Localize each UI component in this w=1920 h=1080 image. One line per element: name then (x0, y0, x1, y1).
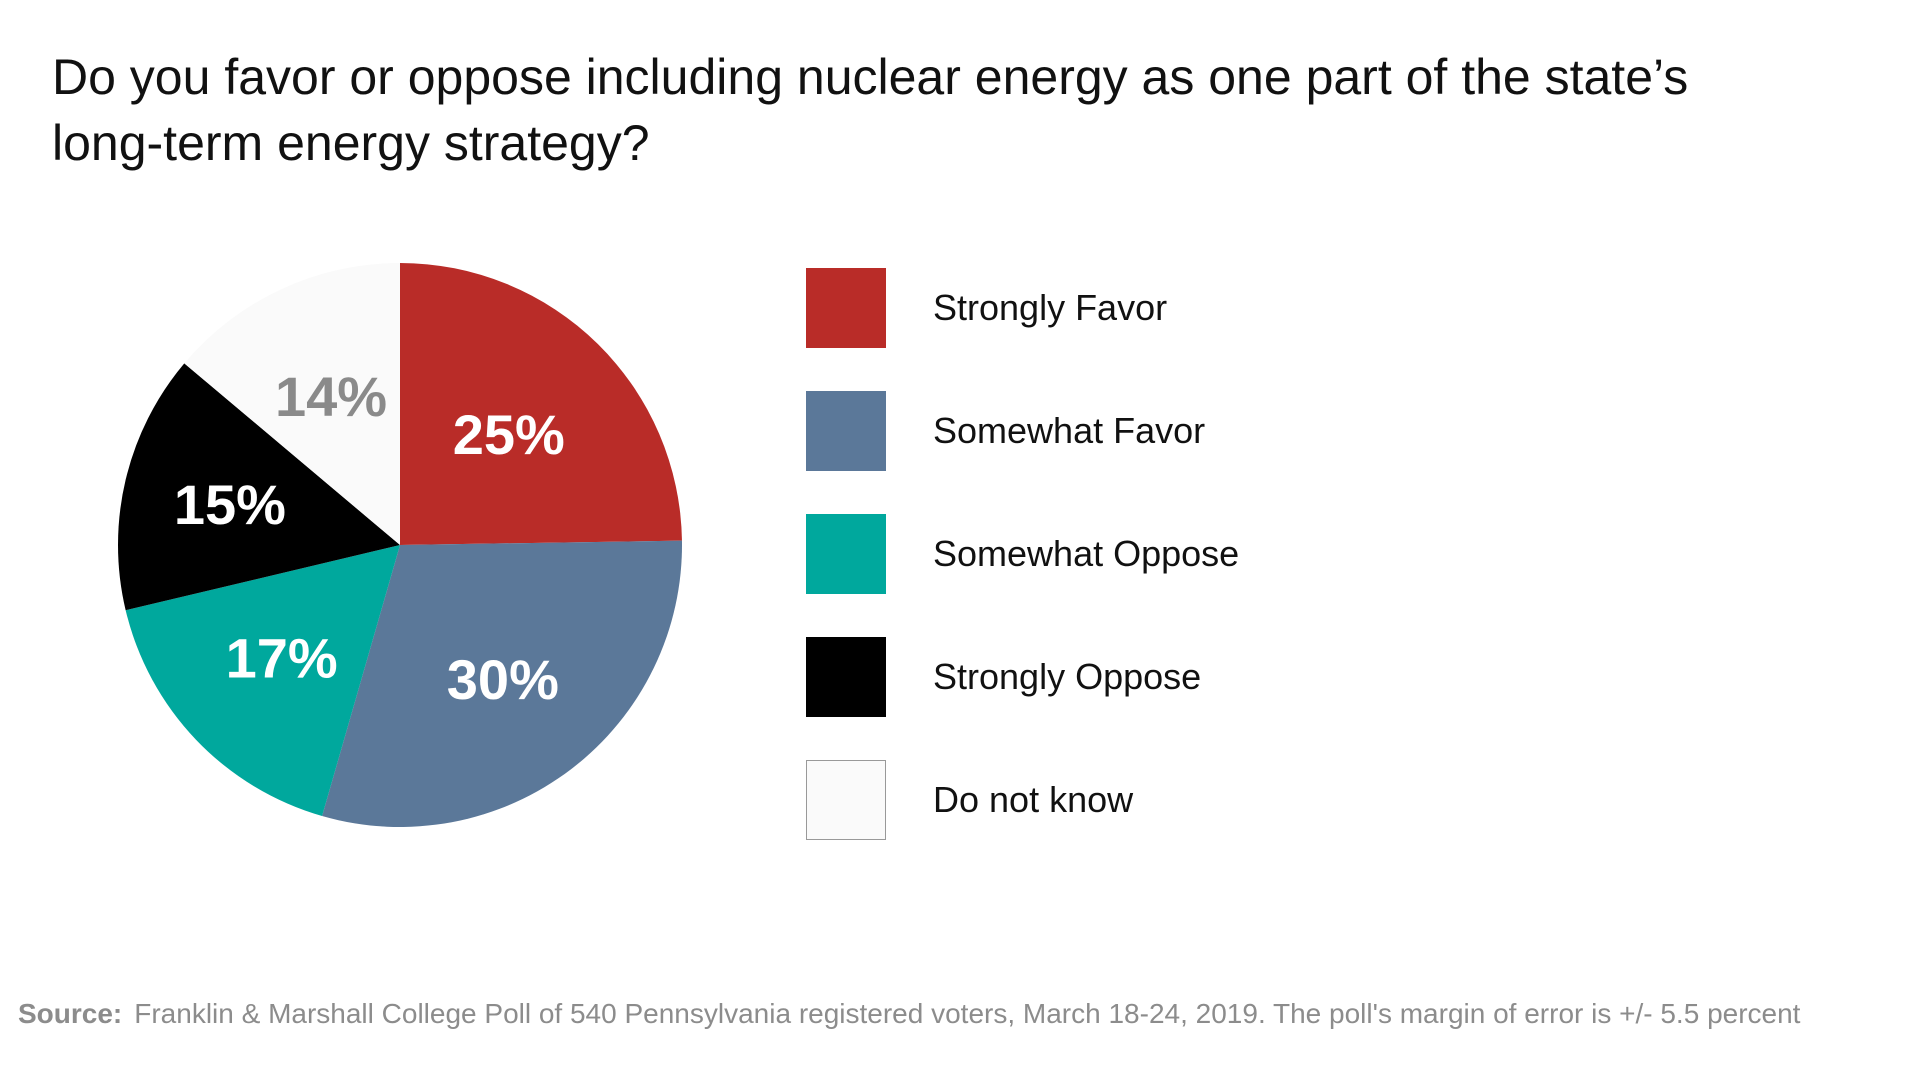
legend-swatch-do-not-know (806, 760, 886, 840)
legend-label-strongly-favor: Strongly Favor (933, 287, 1168, 328)
legend-item-strongly-favor: Strongly Favor (806, 268, 1506, 348)
source-note: Source: Franklin & Marshall College Poll … (18, 996, 1800, 1032)
legend-item-somewhat-favor: Somewhat Favor (806, 391, 1506, 471)
pie-label-do-not-know: 14% (275, 365, 387, 428)
pie-slice-strongly-oppose (118, 363, 401, 611)
pie-slice-do-not-know (184, 263, 400, 545)
legend-swatch-strongly-favor (806, 268, 886, 348)
legend: Strongly Favor Somewhat Favor Somewhat O… (806, 268, 1506, 840)
legend-label-strongly-oppose: Strongly Oppose (933, 656, 1202, 697)
pie-label-somewhat-favor: 30% (447, 648, 559, 711)
legend-item-somewhat-oppose: Somewhat Oppose (806, 514, 1506, 594)
pie-chart: 25% 30% 17% 15% 14% (110, 255, 690, 835)
legend-item-do-not-know: Do not know (806, 760, 1506, 840)
pie-label-strongly-oppose: 15% (174, 473, 286, 536)
pie-label-somewhat-oppose: 17% (226, 626, 338, 689)
legend-swatch-somewhat-favor (806, 391, 886, 471)
legend-label-somewhat-favor: Somewhat Favor (933, 410, 1206, 451)
pie-label-strongly-favor: 25% (453, 403, 565, 466)
legend-swatch-strongly-oppose (806, 637, 886, 717)
chart-title: Do you favor or oppose including nuclear… (52, 49, 1689, 171)
source-label: Source: (18, 998, 123, 1029)
legend-label-do-not-know: Do not know (933, 779, 1134, 820)
legend-label-somewhat-oppose: Somewhat Oppose (933, 533, 1240, 574)
pie-slice-somewhat-oppose (125, 545, 400, 817)
legend-item-strongly-oppose: Strongly Oppose (806, 637, 1506, 717)
source-text: Franklin & Marshall College Poll of 540 … (134, 998, 1801, 1029)
pie-svg: 25% 30% 17% 15% 14% (118, 263, 683, 828)
legend-swatch-somewhat-oppose (806, 514, 886, 594)
pie-slice-somewhat-favor (322, 540, 683, 828)
pie-slice-strongly-favor (400, 263, 682, 545)
